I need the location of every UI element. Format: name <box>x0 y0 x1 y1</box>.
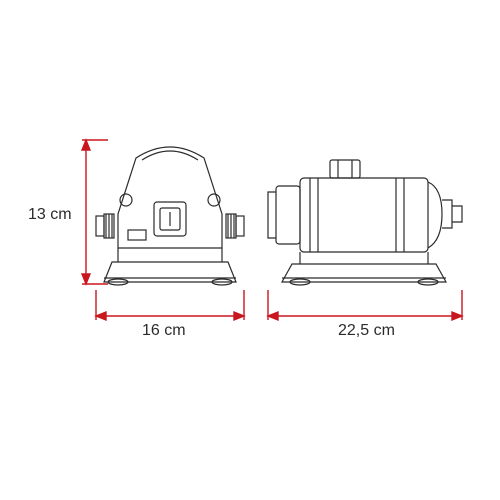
height-label: 13 cm <box>28 206 72 224</box>
front-view <box>96 147 244 285</box>
front-width-label: 16 cm <box>142 322 186 340</box>
technical-drawing <box>0 0 500 500</box>
side-width-label: 22,5 cm <box>338 322 395 340</box>
side-view <box>268 160 462 285</box>
